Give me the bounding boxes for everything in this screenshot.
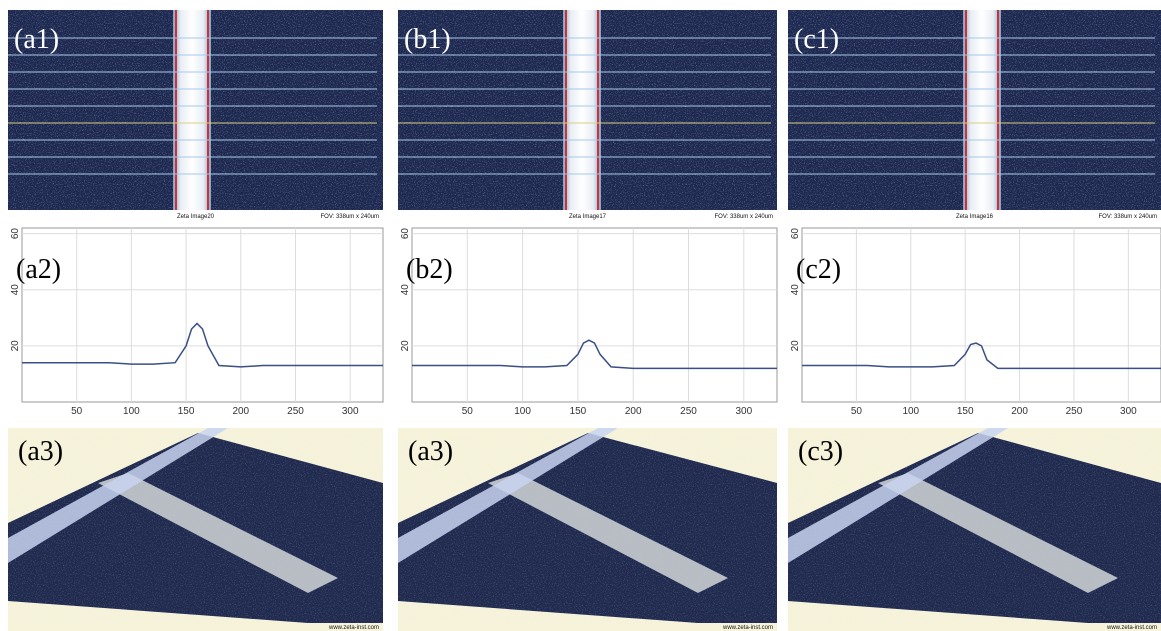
- y-tick-label: 20: [790, 340, 801, 352]
- panel-label: (a1): [14, 24, 59, 55]
- y-tick-label: 40: [790, 284, 801, 296]
- profile-chart: 50 100 150 200 250 300 20 40 60 (b2): [400, 227, 778, 417]
- deposit-stripe: [173, 10, 211, 210]
- scan-band: [398, 428, 618, 563]
- x-tick-label: 300: [342, 406, 359, 417]
- image-fov: FOV: 338um x 240um: [1099, 214, 1157, 220]
- image-caption: Zeta Image16: [956, 214, 994, 220]
- x-tick-label: 200: [232, 406, 249, 417]
- render-panel: (a3) www.zeta-inst.com: [398, 428, 777, 631]
- watermark: www.zeta-inst.com: [1106, 625, 1157, 631]
- x-tick-label: 50: [71, 406, 83, 417]
- watermark: www.zeta-inst.com: [328, 625, 379, 631]
- watermark: www.zeta-inst.com: [722, 625, 773, 631]
- scan-band: [8, 428, 228, 563]
- image-fov: FOV: 338um x 240um: [321, 214, 379, 220]
- panel-label: (b1): [404, 24, 451, 55]
- render-panel: (a3) www.zeta-inst.com: [8, 428, 383, 631]
- image-caption: Zeta Image17: [569, 214, 607, 220]
- image-fov: FOV: 338um x 240um: [715, 214, 773, 220]
- x-tick-label: 100: [123, 406, 140, 417]
- x-tick-label: 250: [680, 406, 697, 417]
- microscope-panel: (a1) Zeta Image20 FOV: 338um x 240um: [8, 10, 383, 221]
- caption-strip: [8, 210, 383, 221]
- panel-label: (a2): [16, 254, 61, 285]
- x-tick-label: 250: [287, 406, 304, 417]
- microscope-panel: (b1) Zeta Image17 FOV: 338um x 240um: [398, 10, 777, 221]
- x-tick-label: 250: [1066, 406, 1083, 417]
- x-tick-label: 150: [570, 406, 587, 417]
- deposit-stripe: [963, 10, 1001, 210]
- profile-line: [802, 342, 1161, 370]
- y-tick-label: 40: [10, 284, 21, 296]
- plot-area: [801, 227, 1161, 403]
- panel-label: (c3): [798, 436, 843, 467]
- deposit-ridge: [98, 473, 338, 593]
- x-tick-label: 200: [1011, 406, 1028, 417]
- y-tick-label: 60: [790, 228, 801, 240]
- x-tick-label: 100: [514, 406, 531, 417]
- plot-area: [411, 227, 778, 403]
- y-tick-label: 20: [400, 340, 411, 352]
- deposit-ridge: [488, 473, 728, 593]
- plot-area: [21, 227, 384, 403]
- render-panel: (c3) www.zeta-inst.com: [788, 428, 1161, 631]
- deposit-ridge: [878, 473, 1118, 593]
- x-tick-label: 300: [1120, 406, 1137, 417]
- caption-strip: [398, 210, 777, 221]
- profile-line: [412, 339, 777, 370]
- panel-label: (c1): [794, 24, 839, 55]
- profile-chart: 50 100 150 200 250 300 20 40 60 (c2): [790, 227, 1161, 417]
- panel-label: (a3): [408, 436, 453, 467]
- panel-label: (a3): [18, 436, 63, 467]
- microscope-panel: (c1) Zeta Image16 FOV: 338um x 240um: [788, 10, 1161, 221]
- deposit-stripe: [563, 10, 601, 210]
- panel-label: (c2): [796, 254, 841, 285]
- profile-chart: 50 100 150 200 250 300 20 40 60 (a2): [10, 227, 384, 417]
- y-tick-label: 60: [10, 228, 21, 240]
- x-tick-label: 150: [957, 406, 974, 417]
- x-tick-label: 200: [625, 406, 642, 417]
- image-caption: Zeta Image20: [177, 214, 215, 220]
- x-tick-label: 150: [178, 406, 195, 417]
- x-tick-label: 300: [735, 406, 752, 417]
- caption-strip: [788, 210, 1161, 221]
- y-tick-label: 40: [400, 284, 411, 296]
- x-tick-label: 50: [462, 406, 474, 417]
- y-tick-label: 60: [400, 228, 411, 240]
- profile-line: [22, 322, 383, 368]
- x-tick-label: 100: [902, 406, 919, 417]
- y-tick-label: 20: [10, 340, 21, 352]
- panel-label: (b2): [406, 254, 453, 285]
- x-tick-label: 50: [851, 406, 863, 417]
- scan-band: [788, 428, 1008, 563]
